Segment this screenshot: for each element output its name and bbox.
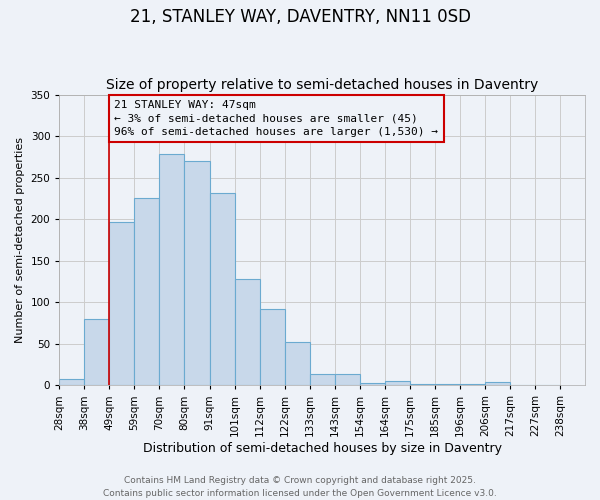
Bar — [85, 319, 109, 386]
Bar — [209, 192, 235, 386]
X-axis label: Distribution of semi-detached houses by size in Daventry: Distribution of semi-detached houses by … — [143, 442, 502, 455]
Bar — [235, 279, 260, 386]
Bar — [335, 374, 360, 386]
Text: Contains HM Land Registry data © Crown copyright and database right 2025.
Contai: Contains HM Land Registry data © Crown c… — [103, 476, 497, 498]
Bar — [460, 384, 485, 386]
Bar — [360, 383, 385, 386]
Bar — [385, 381, 410, 386]
Bar — [59, 378, 85, 386]
Bar — [184, 161, 209, 386]
Text: 21 STANLEY WAY: 47sqm
← 3% of semi-detached houses are smaller (45)
96% of semi-: 21 STANLEY WAY: 47sqm ← 3% of semi-detac… — [115, 100, 439, 137]
Bar — [284, 342, 310, 386]
Text: 21, STANLEY WAY, DAVENTRY, NN11 0SD: 21, STANLEY WAY, DAVENTRY, NN11 0SD — [130, 8, 470, 26]
Bar — [435, 384, 460, 386]
Title: Size of property relative to semi-detached houses in Daventry: Size of property relative to semi-detach… — [106, 78, 538, 92]
Bar — [134, 198, 160, 386]
Y-axis label: Number of semi-detached properties: Number of semi-detached properties — [15, 137, 25, 343]
Bar — [260, 309, 284, 386]
Bar — [109, 222, 134, 386]
Bar — [410, 384, 435, 386]
Bar — [310, 374, 335, 386]
Bar — [160, 154, 184, 386]
Bar — [485, 382, 510, 386]
